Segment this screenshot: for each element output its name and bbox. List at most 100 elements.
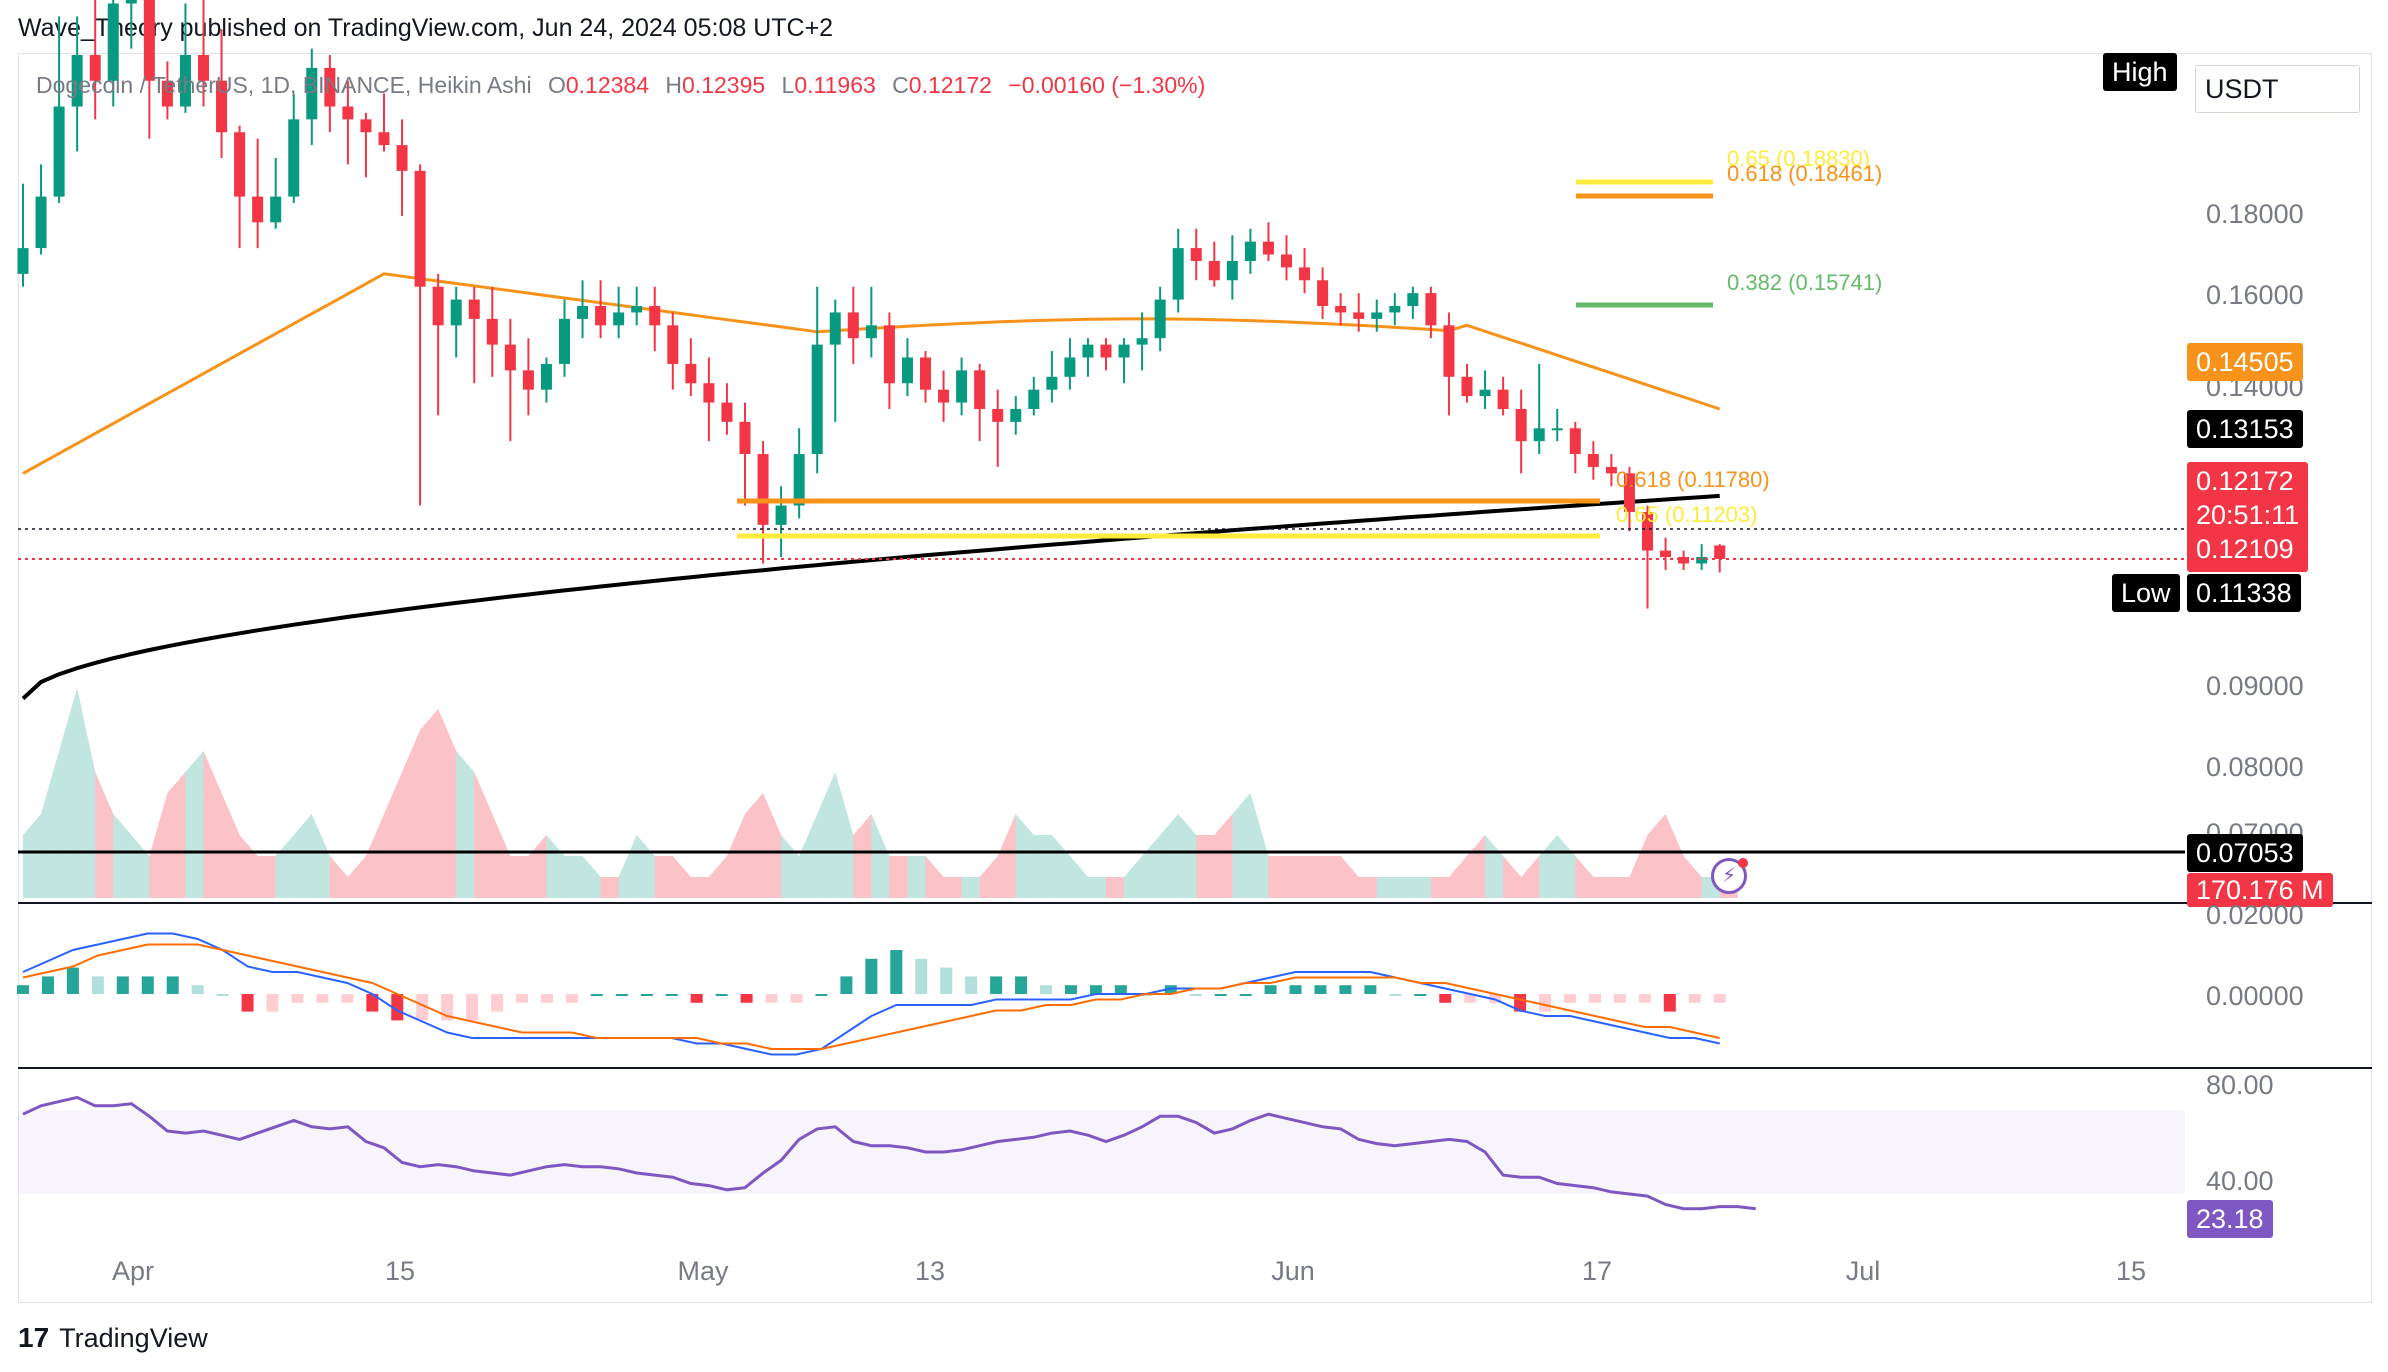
macd-line — [22, 932, 1720, 1056]
candle-body — [865, 325, 877, 339]
rsi-line — [22, 1095, 1756, 1211]
volume-area-segment — [1503, 856, 1522, 898]
volume-area-segment — [1665, 814, 1684, 898]
macd-histogram-bar — [366, 994, 379, 1012]
volume-area-segment — [708, 856, 727, 898]
candle-body — [901, 357, 913, 384]
candle-body — [721, 402, 733, 422]
high-value: 0.12395 — [682, 72, 766, 98]
macd-histogram-bar — [1638, 994, 1651, 1003]
candle-body — [1678, 557, 1690, 564]
volume-area-segment — [564, 856, 583, 898]
volume-area-segment — [420, 709, 439, 898]
macd-histogram-bar — [1339, 985, 1352, 994]
high-label: H — [665, 72, 683, 98]
candle-body — [1587, 454, 1599, 467]
candle-body — [1244, 241, 1256, 261]
volume-area-segment — [1124, 856, 1143, 898]
macd-histogram-bar — [615, 994, 628, 996]
price-tick-009: 0.09000 — [2206, 671, 2304, 701]
macd-histogram-bar — [1713, 994, 1726, 1003]
candle-body — [685, 363, 697, 384]
candle-body — [559, 318, 570, 364]
candle-body — [360, 119, 372, 133]
candle-body — [703, 383, 715, 403]
candle-body — [847, 312, 859, 339]
candle-body — [1028, 389, 1040, 409]
macd-histogram-bar — [1364, 985, 1377, 994]
volume-area-segment — [654, 856, 673, 898]
macd-histogram-bar — [990, 976, 1003, 994]
fib-label-upper-0382: 0.382 (0.15741) — [1727, 270, 1883, 295]
candle-body — [667, 325, 679, 364]
volume-area-segment — [1033, 835, 1052, 898]
currency-selector[interactable]: USDT — [2195, 65, 2360, 113]
macd-histogram-bar — [1389, 994, 1402, 996]
volume-area-segment — [41, 751, 60, 898]
candle-body — [1605, 466, 1617, 474]
volume-tag: 170.176 M — [2187, 873, 2333, 907]
macd-histogram-bar — [41, 976, 54, 994]
macd-histogram-bar — [1040, 985, 1053, 994]
last-price-tag: 0.12172 20:51:11 0.12109 — [2187, 462, 2309, 572]
volume-area-segment — [77, 688, 96, 898]
macd-histogram-bar — [790, 994, 803, 1003]
volume-area-segment — [311, 814, 330, 898]
candle-body — [1551, 428, 1563, 431]
candle-body — [1226, 260, 1238, 281]
macd-histogram-bar — [915, 958, 928, 994]
volume-area-segment — [23, 814, 42, 898]
volume-area-segment — [871, 814, 890, 898]
candle-body — [1569, 428, 1581, 455]
candle-body — [938, 389, 950, 403]
symbol-label[interactable]: Dogecoin / TetherUS, 1D, BINANCE, Heikin… — [36, 72, 532, 98]
rsi-tick-80: 80.00 — [2206, 1070, 2274, 1100]
volume-area-segment — [835, 772, 854, 898]
candle-body — [974, 370, 986, 409]
volume-area-segment — [1358, 877, 1377, 898]
volume-area-segment — [997, 814, 1016, 898]
volume-area-segment — [1214, 814, 1233, 898]
candle-body — [1696, 557, 1708, 564]
fib-label-upper-0618: 0.618 (0.18461) — [1727, 161, 1883, 186]
macd-histogram-bar — [1688, 994, 1701, 1003]
volume-area-segment — [1467, 835, 1486, 898]
candle-body — [486, 318, 498, 345]
volume-area-segment — [799, 814, 818, 898]
volume-area-segment — [275, 835, 294, 898]
macd-histogram-bar — [116, 976, 129, 994]
volume-area-segment — [402, 730, 421, 898]
candle-body — [17, 248, 29, 274]
macd-histogram-bar — [1114, 985, 1127, 994]
volume-line-tag: 0.07053 — [2187, 834, 2303, 872]
candle-body — [1714, 545, 1726, 559]
candle-body — [1353, 312, 1365, 319]
price-tick-016: 0.16000 — [2206, 280, 2304, 310]
footer: 17 TradingView — [18, 1318, 208, 1358]
rsi-band — [18, 1110, 2185, 1194]
volume-area-segment — [961, 877, 980, 898]
macd-histogram-bar — [765, 994, 778, 1003]
last-price-value: 0.12172 — [2196, 466, 2294, 496]
candle-body — [1100, 344, 1112, 358]
volume-area-segment — [1178, 814, 1197, 898]
candle-body — [234, 132, 246, 197]
low-value-tag: 0.11338 — [2187, 574, 2301, 612]
candle-body — [757, 454, 769, 525]
candle-body — [1317, 280, 1329, 307]
macd-histogram-bar — [141, 976, 154, 994]
macd-histogram-bar — [1289, 985, 1302, 994]
macd-histogram-bar — [965, 976, 978, 994]
volume-area-segment — [329, 856, 348, 898]
volume-area-segment — [672, 856, 691, 898]
volume-area-segment — [1376, 877, 1395, 898]
price-tick-008: 0.08000 — [2206, 752, 2304, 782]
macd-tick-000: 0.00000 — [2206, 981, 2304, 1011]
volume-area-segment — [167, 772, 186, 898]
macd-histogram-bar — [1015, 976, 1028, 994]
volume-area-segment — [239, 835, 258, 898]
tradingview-logo-icon: 17 — [18, 1322, 50, 1353]
candle-body — [739, 421, 751, 455]
fib-label-lower-065: 0.65 (0.11203) — [1616, 502, 1758, 527]
